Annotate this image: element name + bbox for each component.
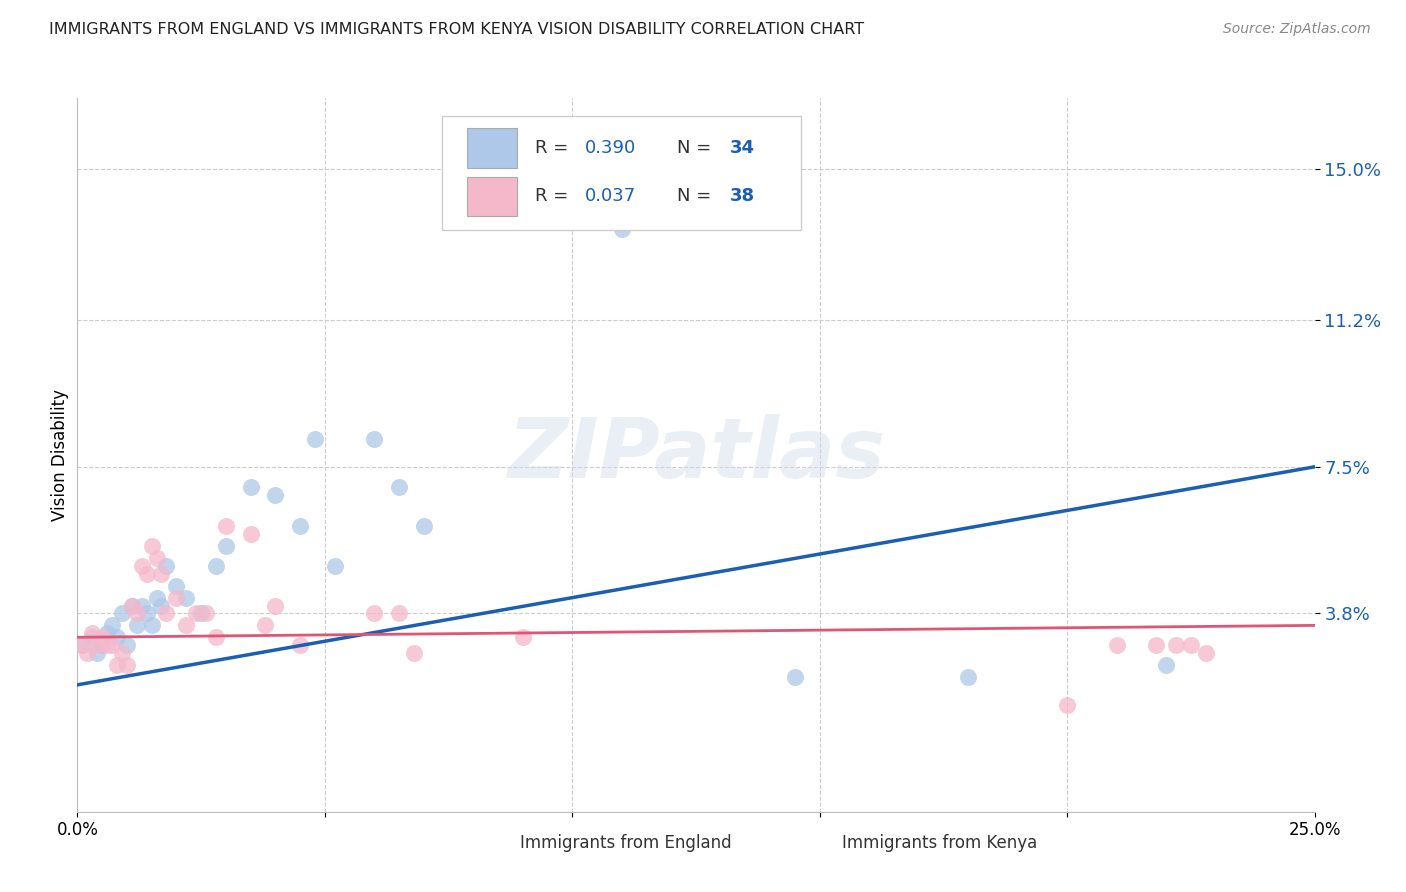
Point	[121, 599, 143, 613]
Point	[288, 638, 311, 652]
Text: N =: N =	[678, 139, 717, 157]
Point	[121, 599, 143, 613]
Text: R =: R =	[536, 187, 574, 205]
Point	[131, 599, 153, 613]
Point	[388, 480, 411, 494]
Point	[205, 630, 228, 644]
Point	[195, 607, 218, 621]
Point	[323, 558, 346, 573]
Point	[145, 551, 167, 566]
Point	[190, 607, 212, 621]
Point	[165, 579, 187, 593]
Point	[215, 519, 238, 533]
Point	[111, 646, 134, 660]
Text: R =: R =	[536, 139, 574, 157]
Text: 38: 38	[730, 187, 755, 205]
Point	[288, 519, 311, 533]
FancyBboxPatch shape	[443, 116, 801, 230]
FancyBboxPatch shape	[794, 831, 832, 855]
FancyBboxPatch shape	[467, 177, 516, 216]
Point	[96, 638, 118, 652]
Point	[72, 638, 94, 652]
Point	[76, 646, 98, 660]
Point	[145, 591, 167, 605]
Point	[388, 607, 411, 621]
Point	[412, 519, 434, 533]
Point	[610, 222, 633, 236]
Point	[783, 670, 806, 684]
Point	[205, 558, 228, 573]
Point	[115, 658, 138, 673]
Point	[101, 618, 124, 632]
Point	[125, 607, 148, 621]
Text: N =: N =	[678, 187, 717, 205]
FancyBboxPatch shape	[474, 831, 510, 855]
Point	[304, 432, 326, 446]
Point	[155, 607, 177, 621]
Point	[101, 638, 124, 652]
Text: 34: 34	[730, 139, 755, 157]
Point	[105, 658, 128, 673]
Point	[141, 618, 163, 632]
Point	[91, 638, 114, 652]
Point	[1154, 658, 1177, 673]
Point	[174, 591, 197, 605]
Point	[239, 527, 262, 541]
Point	[82, 630, 104, 644]
Point	[264, 599, 287, 613]
Point	[131, 558, 153, 573]
Point	[135, 566, 157, 581]
Point	[1144, 638, 1167, 652]
Text: Immigrants from Kenya: Immigrants from Kenya	[842, 834, 1038, 852]
Point	[155, 558, 177, 573]
Point	[111, 607, 134, 621]
Point	[363, 432, 385, 446]
Point	[363, 607, 385, 621]
Point	[1105, 638, 1128, 652]
Text: Immigrants from England: Immigrants from England	[520, 834, 733, 852]
Point	[254, 618, 277, 632]
Point	[82, 626, 104, 640]
Point	[150, 599, 173, 613]
Point	[86, 646, 108, 660]
Point	[86, 638, 108, 652]
Text: 0.390: 0.390	[585, 139, 636, 157]
Point	[141, 539, 163, 553]
Point	[1164, 638, 1187, 652]
Point	[1195, 646, 1218, 660]
Point	[135, 607, 157, 621]
Text: 0.037: 0.037	[585, 187, 636, 205]
Text: IMMIGRANTS FROM ENGLAND VS IMMIGRANTS FROM KENYA VISION DISABILITY CORRELATION C: IMMIGRANTS FROM ENGLAND VS IMMIGRANTS FR…	[49, 22, 865, 37]
Point	[115, 638, 138, 652]
Point	[150, 566, 173, 581]
Point	[402, 646, 425, 660]
Point	[512, 630, 534, 644]
Text: ZIPatlas: ZIPatlas	[508, 415, 884, 495]
Point	[91, 630, 114, 644]
Point	[125, 618, 148, 632]
Point	[215, 539, 238, 553]
Point	[174, 618, 197, 632]
Point	[264, 487, 287, 501]
FancyBboxPatch shape	[467, 128, 516, 168]
Point	[165, 591, 187, 605]
Point	[184, 607, 207, 621]
Point	[1180, 638, 1202, 652]
Point	[96, 626, 118, 640]
Y-axis label: Vision Disability: Vision Disability	[51, 389, 69, 521]
Point	[72, 638, 94, 652]
Point	[105, 630, 128, 644]
Point	[957, 670, 980, 684]
Text: Source: ZipAtlas.com: Source: ZipAtlas.com	[1223, 22, 1371, 37]
Point	[239, 480, 262, 494]
Point	[1056, 698, 1078, 712]
